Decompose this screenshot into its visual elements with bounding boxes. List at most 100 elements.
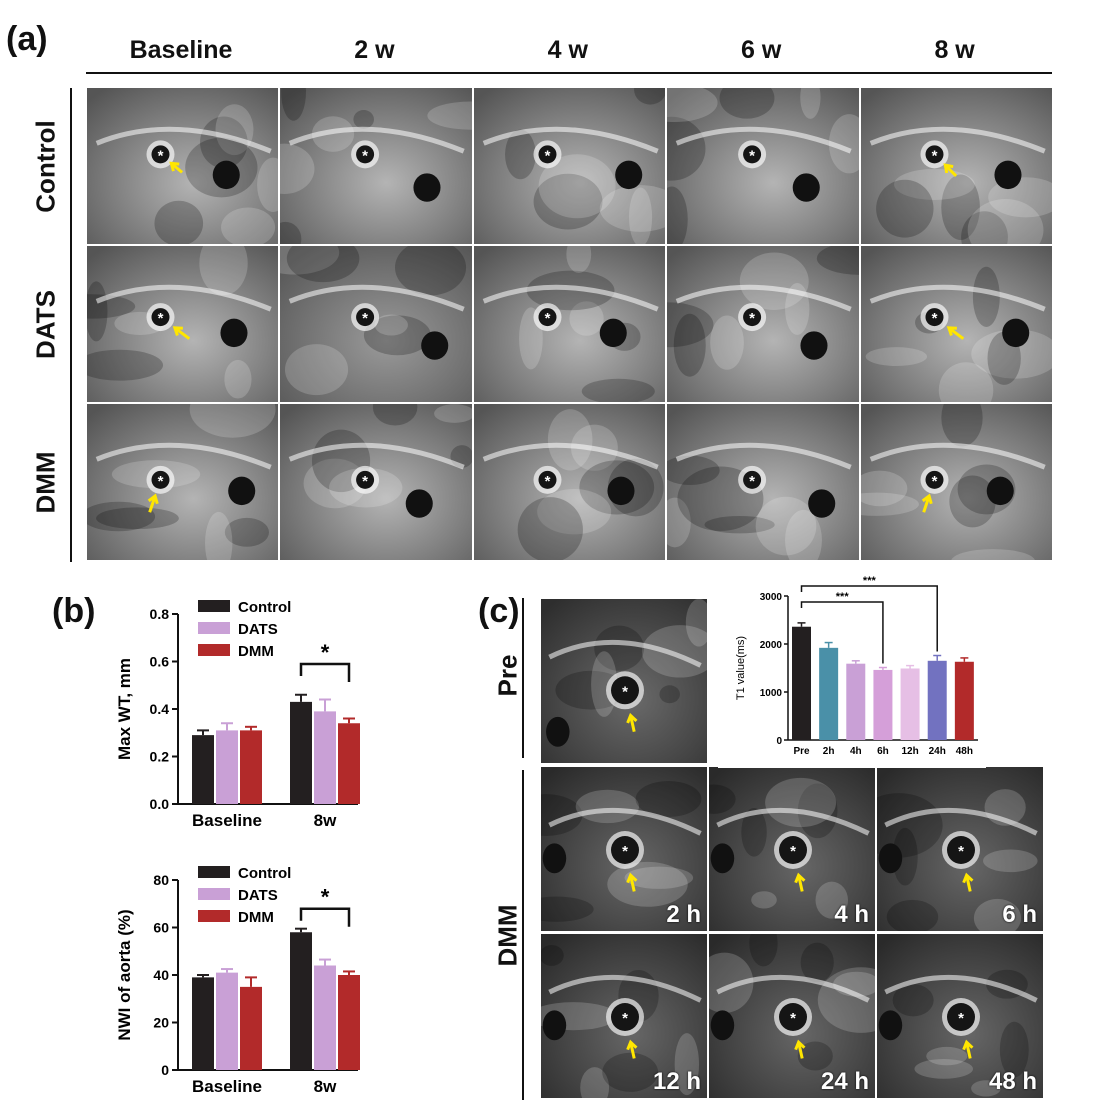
nwi-sig-bracket bbox=[299, 907, 351, 927]
nwi-ylabel: NWI of aorta (%) bbox=[115, 909, 134, 1040]
t1-sig-bracket-0 bbox=[800, 585, 938, 652]
nwi-bar-8w-dmm bbox=[338, 975, 360, 1070]
mri-dats-0: * bbox=[86, 245, 280, 403]
nwi-xtick-1: 8w bbox=[314, 1077, 337, 1096]
timepoint-label-1: 4 h bbox=[834, 901, 869, 928]
wt-ytick-3: 0.6 bbox=[150, 654, 170, 670]
mri-dmm-6h: * 6 h bbox=[876, 766, 1044, 932]
nwi-legend-dmm: DMM bbox=[238, 909, 274, 926]
column-header-4: 8 w bbox=[934, 36, 975, 64]
wt-bar-8w-control bbox=[290, 701, 312, 804]
wt-legend-dmm: DMM bbox=[238, 643, 274, 660]
t1-xtick-6: 48h bbox=[956, 746, 973, 757]
t1-sig-mark-0: *** bbox=[863, 575, 877, 587]
mri-dmm-1: * bbox=[279, 403, 473, 561]
svg-text:*: * bbox=[363, 473, 369, 490]
t1-ytick-3: 3000 bbox=[760, 592, 783, 603]
column-header-3: 6 w bbox=[741, 36, 782, 64]
svg-text:*: * bbox=[544, 473, 550, 490]
wt-bar-baseline-dmm bbox=[240, 730, 262, 804]
column-header-2: 4 w bbox=[547, 36, 588, 64]
t1-sig-bracket-1 bbox=[800, 601, 884, 664]
svg-text:*: * bbox=[363, 147, 369, 164]
svg-text:*: * bbox=[931, 310, 937, 327]
t1-xtick-1: 2h bbox=[823, 746, 835, 757]
svg-text:*: * bbox=[931, 473, 937, 490]
row-label-pre: Pre bbox=[492, 654, 523, 697]
nwi-bar-baseline-control bbox=[192, 977, 214, 1070]
svg-text:*: * bbox=[363, 310, 369, 327]
nwi-ytick-4: 80 bbox=[153, 872, 169, 888]
nwi-ytick-2: 40 bbox=[153, 967, 169, 983]
mri-dats-1: * bbox=[279, 245, 473, 403]
mri-control-2: * bbox=[472, 87, 667, 245]
svg-text:*: * bbox=[958, 1010, 964, 1027]
wt-ytick-0: 0.0 bbox=[150, 796, 170, 812]
nwi-legend-swatch-2 bbox=[198, 910, 230, 922]
wt-legend-swatch-0 bbox=[198, 600, 230, 612]
wt-bar-baseline-control bbox=[192, 735, 214, 804]
svg-text:*: * bbox=[158, 310, 164, 327]
t1-xtick-2: 4h bbox=[850, 746, 862, 757]
wt-ytick-4: 0.8 bbox=[150, 606, 170, 622]
mri-control-0: * bbox=[86, 87, 280, 245]
t1-bar-2h bbox=[819, 647, 839, 740]
nwi-ytick-3: 60 bbox=[153, 920, 169, 936]
nwi-legend-control: Control bbox=[238, 865, 291, 882]
svg-text:*: * bbox=[790, 1010, 796, 1027]
t1-bar-6h bbox=[873, 669, 893, 740]
mri-control-4: * bbox=[859, 87, 1053, 245]
row-label-dmm-c: DMM bbox=[492, 904, 523, 967]
panel-a-header-rule bbox=[86, 72, 1052, 74]
mri-control-1: * bbox=[279, 87, 473, 245]
t1-xtick-4: 12h bbox=[901, 746, 918, 757]
mri-control-3: * bbox=[666, 87, 860, 245]
timepoint-label-0: 2 h bbox=[666, 901, 701, 928]
t1-bar-12h bbox=[900, 668, 920, 740]
t1-ylabel: T1 value(ms) bbox=[735, 636, 747, 700]
column-header-1: 2 w bbox=[354, 36, 395, 64]
timepoint-label-2: 6 h bbox=[1002, 901, 1037, 928]
wt-ytick-2: 0.4 bbox=[150, 701, 170, 717]
nwi-legend-dats: DATS bbox=[238, 887, 278, 904]
wt-legend-control: Control bbox=[238, 599, 291, 616]
t1-bar-48h bbox=[954, 661, 974, 740]
mri-dmm-4h: * 4 h bbox=[708, 766, 876, 932]
t1-sig-mark-1: *** bbox=[836, 591, 850, 603]
wt-legend-swatch-1 bbox=[198, 622, 230, 634]
row-label-control: Control bbox=[30, 120, 61, 213]
panel-a-label: (a) bbox=[6, 20, 48, 58]
mri-dmm-48h: * 48 h bbox=[876, 933, 1044, 1099]
mri-dats-4: * bbox=[859, 245, 1053, 403]
wt-bar-8w-dmm bbox=[338, 723, 360, 804]
svg-text:*: * bbox=[622, 683, 628, 700]
wt-bar-baseline-dats bbox=[216, 730, 238, 804]
mri-dmm-2: * bbox=[472, 403, 667, 561]
svg-text:*: * bbox=[544, 310, 550, 327]
svg-text:*: * bbox=[790, 843, 796, 860]
row-label-dats: DATS bbox=[30, 290, 61, 359]
svg-text:*: * bbox=[158, 473, 164, 490]
mri-dmm-4: * bbox=[859, 403, 1053, 561]
wt-sig-bracket bbox=[299, 662, 351, 682]
column-header-0: Baseline bbox=[129, 36, 233, 64]
panel-b-label: (b) bbox=[52, 592, 96, 630]
timepoint-label-3: 12 h bbox=[652, 1068, 701, 1095]
t1-xtick-0: Pre bbox=[793, 746, 810, 757]
nwi-bar-baseline-dats bbox=[216, 972, 238, 1070]
nwi-ytick-1: 20 bbox=[153, 1015, 169, 1031]
t1-ytick-1: 1000 bbox=[760, 688, 783, 699]
panel-c-rule-pre bbox=[522, 598, 524, 758]
mri-dats-3: * bbox=[666, 245, 860, 403]
svg-text:*: * bbox=[544, 147, 550, 164]
nwi-legend-swatch-1 bbox=[198, 888, 230, 900]
wt-xtick-1: 8w bbox=[314, 811, 337, 830]
nwi-bar-baseline-dmm bbox=[240, 986, 262, 1070]
svg-text:*: * bbox=[749, 310, 755, 327]
svg-text:*: * bbox=[931, 147, 937, 164]
wt-sig-mark: * bbox=[321, 640, 330, 665]
svg-text:*: * bbox=[749, 147, 755, 164]
svg-text:*: * bbox=[622, 843, 628, 860]
t1-bar-pre bbox=[792, 626, 811, 740]
nwi-bar-8w-dats bbox=[314, 965, 336, 1070]
